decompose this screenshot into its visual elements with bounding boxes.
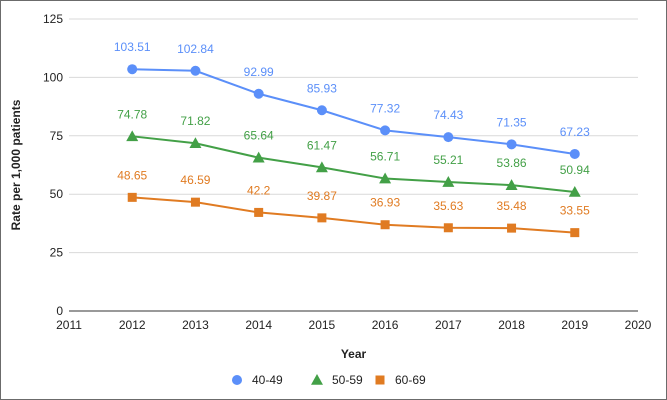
y-tick-label: 0 bbox=[56, 304, 63, 318]
data-label-60-69: 48.65 bbox=[117, 168, 147, 182]
data-point-60-69 bbox=[570, 228, 580, 238]
data-point-40-49 bbox=[569, 148, 580, 159]
legend-marker-50-59 bbox=[311, 374, 323, 385]
x-tick-label: 2012 bbox=[119, 318, 146, 332]
x-tick-label: 2019 bbox=[561, 318, 588, 332]
data-label-40-49: 77.32 bbox=[370, 101, 400, 115]
data-label-60-69: 35.48 bbox=[497, 199, 527, 213]
data-label-60-69: 42.2 bbox=[247, 183, 271, 197]
x-tick-label: 2013 bbox=[182, 318, 209, 332]
data-point-40-49 bbox=[506, 139, 517, 150]
data-label-50-59: 71.82 bbox=[180, 114, 210, 128]
data-point-50-59 bbox=[315, 161, 328, 173]
data-point-60-69 bbox=[254, 207, 264, 217]
y-tick-label: 25 bbox=[50, 246, 64, 260]
x-tick-label: 2017 bbox=[435, 318, 462, 332]
y-tick-label: 50 bbox=[50, 187, 64, 201]
data-point-40-49 bbox=[253, 88, 264, 99]
data-point-40-49 bbox=[316, 105, 327, 116]
x-tick-label: 2018 bbox=[498, 318, 525, 332]
y-tick-label: 100 bbox=[43, 70, 63, 84]
data-point-60-69 bbox=[127, 192, 137, 202]
data-point-50-59 bbox=[126, 130, 139, 142]
data-point-60-69 bbox=[190, 197, 200, 207]
data-point-50-59 bbox=[379, 172, 392, 184]
data-point-60-69 bbox=[380, 220, 390, 230]
data-point-40-49 bbox=[443, 132, 454, 143]
legend-marker-40-49 bbox=[232, 375, 242, 385]
data-point-50-59 bbox=[505, 179, 518, 190]
series-line-60-69 bbox=[132, 196, 575, 234]
data-label-50-59: 53.86 bbox=[497, 156, 527, 170]
x-tick-label: 2016 bbox=[372, 318, 399, 332]
data-label-40-49: 71.35 bbox=[497, 115, 527, 129]
data-label-50-59: 74.78 bbox=[117, 107, 147, 121]
data-point-50-59 bbox=[442, 176, 455, 187]
data-point-50-59 bbox=[189, 137, 202, 149]
data-label-40-49: 92.99 bbox=[244, 65, 274, 79]
y-tick-label: 125 bbox=[43, 12, 63, 26]
data-label-40-49: 102.84 bbox=[177, 42, 214, 56]
data-point-40-49 bbox=[127, 64, 138, 75]
legend-label-50-59: 50-59 bbox=[332, 373, 363, 387]
legend-marker-60-69 bbox=[375, 375, 385, 385]
data-label-50-59: 65.64 bbox=[244, 129, 274, 143]
data-label-40-49: 67.23 bbox=[560, 125, 590, 139]
data-label-50-59: 61.47 bbox=[307, 138, 337, 152]
data-label-40-49: 85.93 bbox=[307, 81, 337, 95]
data-point-50-59 bbox=[252, 151, 265, 163]
x-tick-label: 2011 bbox=[56, 318, 82, 332]
x-tick-label: 2015 bbox=[309, 318, 336, 332]
data-label-60-69: 46.59 bbox=[180, 173, 210, 187]
data-label-50-59: 55.21 bbox=[433, 153, 463, 167]
data-label-40-49: 103.51 bbox=[114, 40, 151, 54]
data-point-60-69 bbox=[443, 223, 453, 233]
data-label-60-69: 33.55 bbox=[560, 204, 590, 218]
data-point-60-69 bbox=[507, 223, 517, 233]
series-line-40-49 bbox=[132, 68, 575, 155]
legend-label-60-69: 60-69 bbox=[395, 373, 426, 387]
data-label-60-69: 39.87 bbox=[307, 189, 337, 203]
x-tick-label: 2020 bbox=[625, 318, 652, 332]
y-tick-label: 75 bbox=[50, 129, 64, 143]
data-point-50-59 bbox=[568, 186, 581, 197]
data-label-50-59: 56.71 bbox=[370, 150, 400, 164]
legend-label-40-49: 40-49 bbox=[252, 373, 283, 387]
data-label-60-69: 35.63 bbox=[433, 199, 463, 213]
data-point-60-69 bbox=[317, 213, 327, 223]
data-label-40-49: 74.43 bbox=[433, 108, 463, 122]
series-line-50-59 bbox=[132, 135, 575, 193]
x-tick-label: 2014 bbox=[245, 318, 272, 332]
x-axis-title: Year bbox=[341, 347, 367, 361]
data-point-40-49 bbox=[190, 65, 201, 76]
y-axis-title: Rate per 1,000 patients bbox=[9, 99, 23, 230]
data-label-50-59: 50.94 bbox=[560, 163, 590, 177]
data-label-60-69: 36.93 bbox=[370, 196, 400, 210]
data-point-40-49 bbox=[380, 125, 391, 136]
